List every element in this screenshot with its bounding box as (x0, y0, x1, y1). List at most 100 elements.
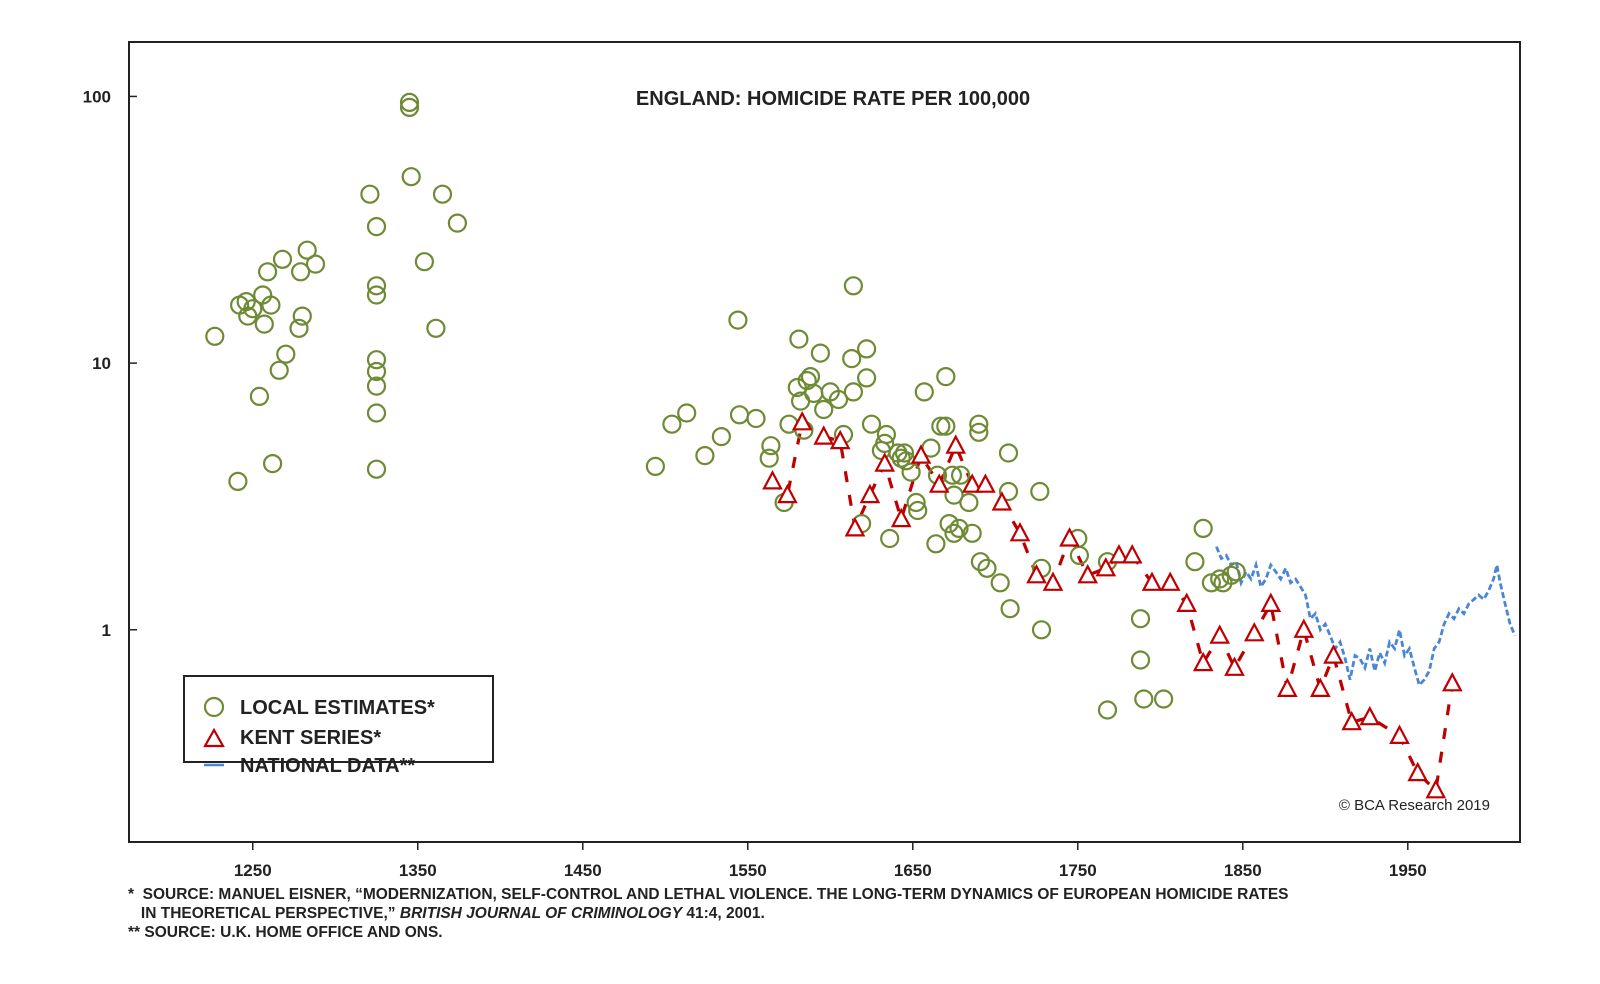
local-estimate-point (926, 534, 946, 554)
local-estimate-point (998, 481, 1019, 502)
x-tick-label: 1450 (564, 861, 602, 880)
footnote-source-eisner: * SOURCE: MANUEL EISNER, “MODERNIZATION,… (128, 886, 1289, 903)
local-estimate-point (856, 368, 877, 388)
kent-series-point (928, 473, 950, 493)
local-estimate-point (291, 262, 311, 282)
local-estimate-point (1097, 700, 1118, 720)
kent-series-point (777, 483, 798, 504)
local-estimate-point (828, 389, 849, 410)
local-estimate-point (645, 456, 666, 476)
local-estimate-point (906, 492, 926, 513)
local-estimate-point (856, 339, 877, 359)
local-estimate-point (1221, 565, 1241, 585)
footnote-source-home-office: ** SOURCE: U.K. HOME OFFICE AND ONS. (128, 924, 443, 941)
x-tick-label: 1850 (1224, 861, 1262, 880)
kent-series-point (1441, 671, 1463, 692)
kent-series-point (1407, 761, 1429, 782)
local-estimate-point (939, 513, 959, 534)
kent-series-point (1260, 592, 1282, 612)
local-estimate-point (876, 424, 897, 445)
local-estimate-point (842, 349, 862, 369)
kent-series-point (813, 425, 835, 445)
local-estimate-point (810, 343, 831, 363)
local-estimate-point (908, 500, 928, 521)
local-estimate-point (297, 240, 317, 260)
local-estimate-point (931, 416, 951, 436)
kent-series-point (829, 429, 851, 450)
kent-series-point (1293, 618, 1315, 638)
legend-local-estimates-marker (203, 696, 225, 718)
kent-series-point (1026, 563, 1047, 584)
kent-series-point (1309, 677, 1331, 697)
local-estimate-point (880, 528, 900, 549)
local-estimate-point (272, 249, 293, 269)
plot-area (205, 92, 1517, 799)
local-estimate-point (447, 213, 467, 233)
local-estimate-point (236, 292, 256, 312)
local-estimate-point (969, 414, 989, 434)
local-estimate-point (942, 465, 963, 485)
local-estimate-point (258, 262, 278, 282)
kent-series-point (910, 444, 932, 464)
x-tick-label: 1550 (729, 861, 767, 880)
local-estimate-point (276, 344, 296, 364)
y-axis: 1 10 100 (83, 87, 137, 640)
legend: LOCAL ESTIMATES* KENT SERIES* NATIONAL D… (183, 675, 494, 777)
local-estimate-point (414, 252, 434, 272)
local-estimate-point (1030, 481, 1050, 502)
local-estimate-point (677, 403, 697, 423)
national-data-line (1215, 546, 1517, 688)
local-estimate-point (1130, 609, 1151, 629)
x-tick-label: 1950 (1389, 861, 1427, 880)
local-estimate-point (366, 276, 387, 296)
kent-series-point (1009, 521, 1031, 542)
kent-series-point (1192, 651, 1214, 672)
x-tick-label: 1250 (234, 861, 272, 880)
kent-series-point (1359, 705, 1381, 726)
kent-series-point (1389, 724, 1410, 744)
legend-kent-series-marker (203, 727, 225, 748)
legend-national-data-label: NATIONAL DATA** (240, 755, 415, 777)
local-estimate-point (1031, 620, 1052, 640)
local-estimate-point (861, 414, 882, 434)
x-tick-label: 1350 (399, 861, 437, 880)
local-estimate-point (949, 518, 969, 539)
kent-series-point (1077, 563, 1099, 584)
kent-series-point (874, 452, 896, 472)
local-estimate-point (366, 403, 387, 423)
kent-series-point (1224, 656, 1245, 676)
local-estimate-point (936, 367, 956, 387)
kent-series-point (975, 473, 996, 493)
y-tick-label: 10 (92, 354, 111, 373)
x-tick-label: 1650 (894, 861, 932, 880)
local-estimate-point (800, 367, 821, 387)
local-estimate-point (432, 184, 453, 204)
kent-series-point (1425, 778, 1447, 799)
local-estimate-point (366, 285, 387, 305)
kent-series-point (1209, 624, 1231, 644)
kent-series-point (1042, 571, 1064, 591)
kent-series-point (1141, 571, 1163, 591)
kent-series-point (991, 491, 1013, 511)
local-estimate-point (426, 318, 446, 338)
kent-series-point (1059, 527, 1080, 547)
footnote-source-eisner-continued: IN THEORETICAL PERSPECTIVE,” BRITISH JOU… (128, 904, 1568, 923)
local-estimate-point (1185, 552, 1205, 572)
local-estimate-point (399, 92, 420, 113)
local-estimate-point (366, 350, 387, 370)
local-estimate-point (366, 361, 387, 382)
local-estimate-point (205, 326, 225, 346)
kent-series-point (890, 507, 912, 528)
copyright-notice: © BCA Research 2019 (1339, 797, 1490, 814)
kent-series-point (1323, 644, 1344, 664)
kent-series-point (1341, 710, 1363, 731)
local-estimate-point (875, 433, 895, 453)
kent-series-point (791, 410, 813, 431)
local-estimate-point (969, 422, 989, 442)
chart-title: ENGLAND: HOMICIDE RATE PER 100,000 (636, 88, 1030, 110)
local-estimate-point (1210, 569, 1230, 589)
kent-series-point (1176, 592, 1198, 612)
local-estimate-point (959, 492, 979, 513)
local-estimate-point (728, 310, 748, 330)
local-estimate-point (1130, 650, 1151, 670)
